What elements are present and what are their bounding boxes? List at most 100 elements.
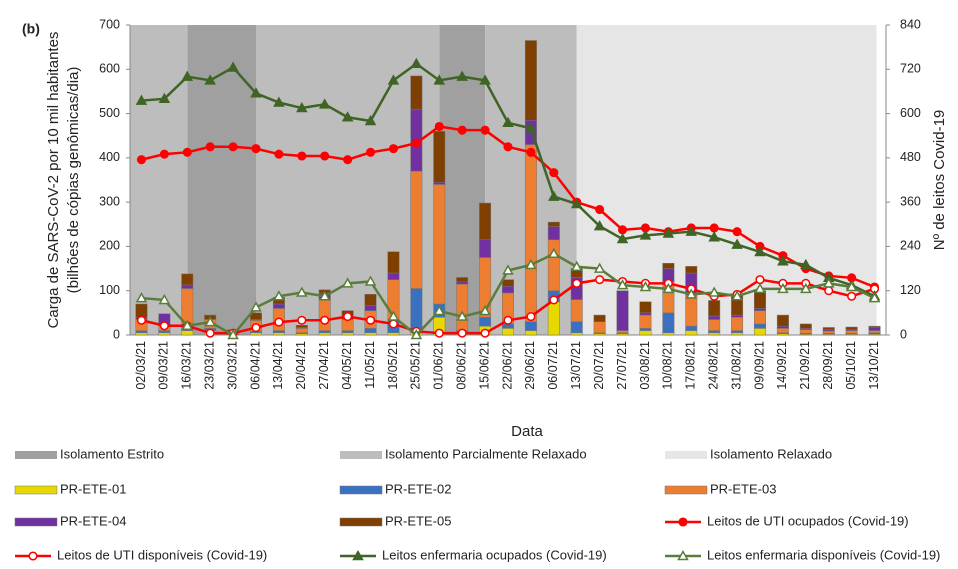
marker: [159, 321, 169, 331]
marker: [457, 328, 467, 338]
marker: [159, 149, 169, 159]
marker: [251, 323, 261, 333]
marker: [503, 315, 513, 325]
x-tick-label: 16/03/21: [180, 341, 194, 390]
marker: [343, 311, 353, 322]
marker: [847, 291, 857, 301]
bar-segment: [181, 288, 194, 325]
bar-segment: [272, 330, 285, 334]
legend-label: PR-ETE-04: [60, 513, 126, 528]
marker: [732, 227, 742, 237]
marker: [616, 233, 629, 244]
marker: [204, 74, 216, 85]
marker: [274, 149, 284, 159]
marker: [181, 319, 194, 331]
marker: [480, 125, 490, 135]
bar-segment: [410, 75, 423, 110]
x-tick-label: 09/03/21: [157, 341, 171, 390]
marker: [434, 328, 444, 338]
bar-segment: [295, 328, 308, 334]
x-tick-label: 13/07/21: [569, 341, 583, 390]
x-tick-label: 29/06/21: [523, 341, 537, 390]
y2-tick-label: 840: [900, 17, 921, 31]
marker: [456, 70, 468, 81]
marker: [662, 282, 675, 294]
marker: [502, 116, 514, 128]
x-tick-label: 20/04/21: [294, 341, 308, 390]
marker: [824, 286, 834, 296]
marker: [777, 255, 789, 266]
bar-segment: [272, 332, 285, 336]
bar-segment: [250, 332, 262, 336]
legend-label: Leitos de UTI disponíveis (Covid-19): [57, 547, 267, 562]
marker: [616, 279, 629, 290]
marker: [205, 328, 215, 338]
marker: [480, 328, 490, 338]
x-tick-label: 15/06/21: [477, 341, 491, 390]
marker: [800, 282, 812, 294]
bar-segment: [708, 315, 721, 320]
marker: [549, 168, 559, 178]
x-tick-label: 14/09/21: [775, 341, 789, 390]
marker: [181, 70, 194, 81]
bar-segment: [135, 330, 148, 334]
bar-segment: [479, 239, 492, 258]
bar-segment: [639, 314, 652, 329]
bar-segment: [456, 283, 469, 331]
marker: [411, 138, 421, 148]
bar-segment: [524, 330, 537, 336]
marker: [755, 275, 765, 285]
x-axis-label: Data: [511, 423, 543, 440]
bar-segment: [593, 321, 606, 334]
bar-segment: [731, 330, 744, 334]
bar-segment: [433, 131, 446, 183]
marker: [387, 310, 400, 321]
y2-tick-label: 0: [900, 327, 907, 341]
legend-label: PR-ETE-03: [710, 481, 776, 496]
bar-segment: [341, 319, 354, 331]
bar-segment: [685, 325, 698, 331]
marker: [709, 223, 719, 233]
legend-item: Leitos enfermaria ocupados (Covid-19): [340, 547, 607, 562]
x-tick-label: 18/05/21: [386, 341, 400, 390]
marker: [526, 311, 536, 322]
bar-segment: [341, 332, 354, 336]
legend-label: PR-ETE-05: [385, 513, 451, 528]
bar-segment: [754, 290, 766, 309]
bar-segment: [799, 323, 812, 329]
bar-segment: [547, 221, 560, 227]
bar-segment: [387, 251, 400, 274]
bar-segment: [410, 288, 423, 334]
legend-label: Leitos enfermaria disponíveis (Covid-19): [707, 547, 940, 562]
bar-segment: [364, 294, 377, 306]
marker: [800, 258, 812, 270]
marker: [525, 122, 537, 133]
x-tick-label: 30/03/21: [225, 341, 239, 390]
y-tick-label: 0: [113, 327, 120, 341]
marker: [677, 549, 689, 561]
bar-segment: [318, 330, 331, 334]
marker: [135, 94, 148, 105]
bar-segment: [776, 314, 789, 327]
legend-label: Isolamento Parcialmente Relaxado: [385, 446, 587, 461]
marker: [503, 142, 513, 152]
marker: [388, 144, 399, 154]
x-tick-label: 23/03/21: [202, 341, 216, 390]
legend-item: Leitos enfermaria disponíveis (Covid-19): [665, 547, 940, 562]
x-tick-label: 05/10/21: [844, 341, 858, 390]
marker: [754, 245, 766, 257]
marker: [479, 74, 491, 85]
x-tick-label: 11/05/21: [363, 341, 377, 389]
legend-swatch: [339, 517, 383, 527]
y-tick-label: 200: [99, 239, 120, 253]
y-axis-label: (bilhões de cópias genômicas/dia): [65, 67, 82, 294]
legend-item: Leitos de UTI ocupados (Covid-19): [665, 513, 909, 528]
bar-segment: [799, 329, 812, 334]
x-tick-label: 10/08/21: [661, 341, 675, 390]
marker: [708, 231, 720, 242]
x-tick-label: 20/07/21: [592, 341, 606, 390]
marker: [204, 316, 216, 327]
bar-segment: [616, 290, 629, 331]
y2-tick-label: 600: [900, 106, 921, 120]
marker: [135, 292, 148, 303]
